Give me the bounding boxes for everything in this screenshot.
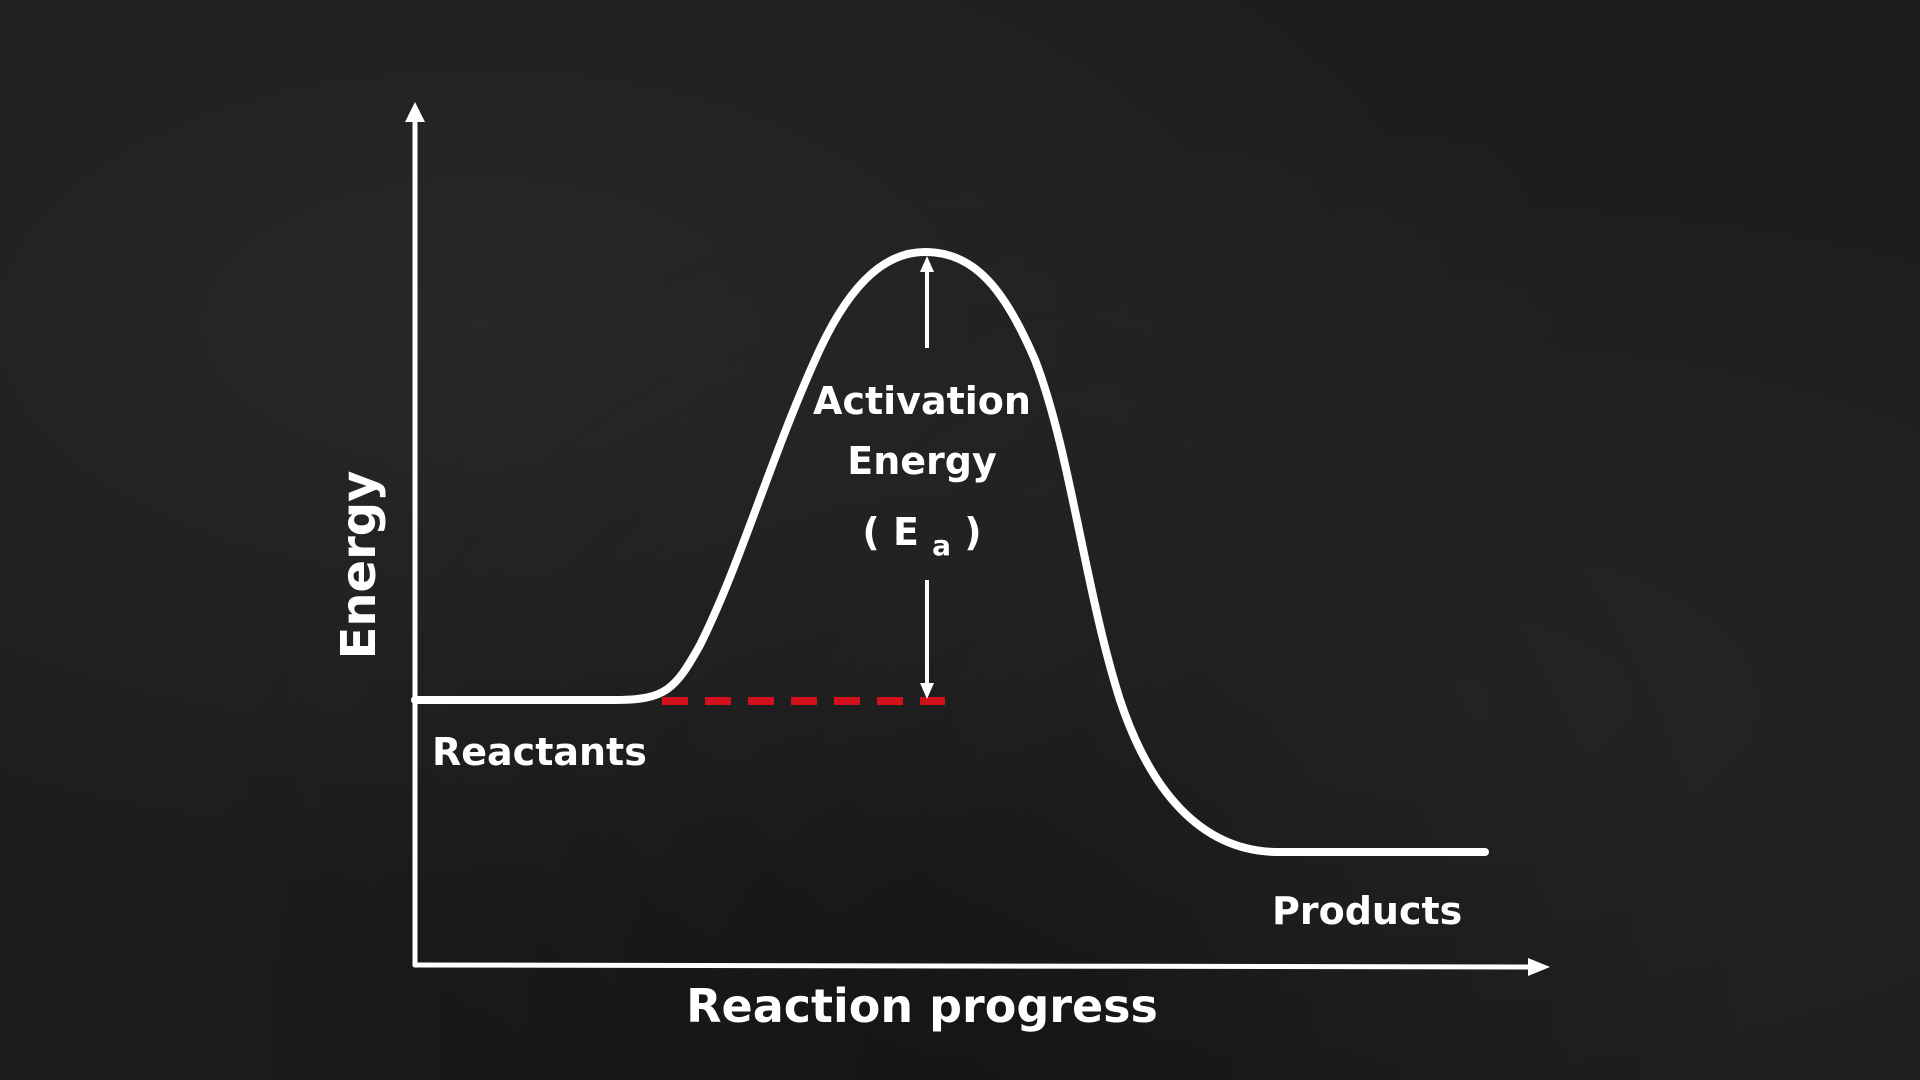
y-axis-arrowhead [405,102,425,122]
x-axis-label: Reaction progress [686,979,1158,1033]
activation-arrow-bottom-head [920,683,934,699]
activation-symbol-close: ) [964,510,981,554]
activation-symbol-letter: E [893,510,919,554]
activation-symbol-subscript: a [932,529,951,562]
x-axis [412,962,1533,970]
activation-label-line2: Energy [847,439,997,483]
reactants-label: Reactants [432,730,647,774]
energy-curve [411,248,1489,856]
activation-arrow-top-head [920,256,934,272]
y-axis-label: Energy [331,471,387,660]
products-label: Products [1272,889,1462,933]
activation-label-line1: Activation [813,379,1031,423]
x-axis-arrowhead [1528,958,1550,976]
activation-symbol-open: ( [862,510,879,554]
activation-symbol: ( E a ) [862,510,981,564]
